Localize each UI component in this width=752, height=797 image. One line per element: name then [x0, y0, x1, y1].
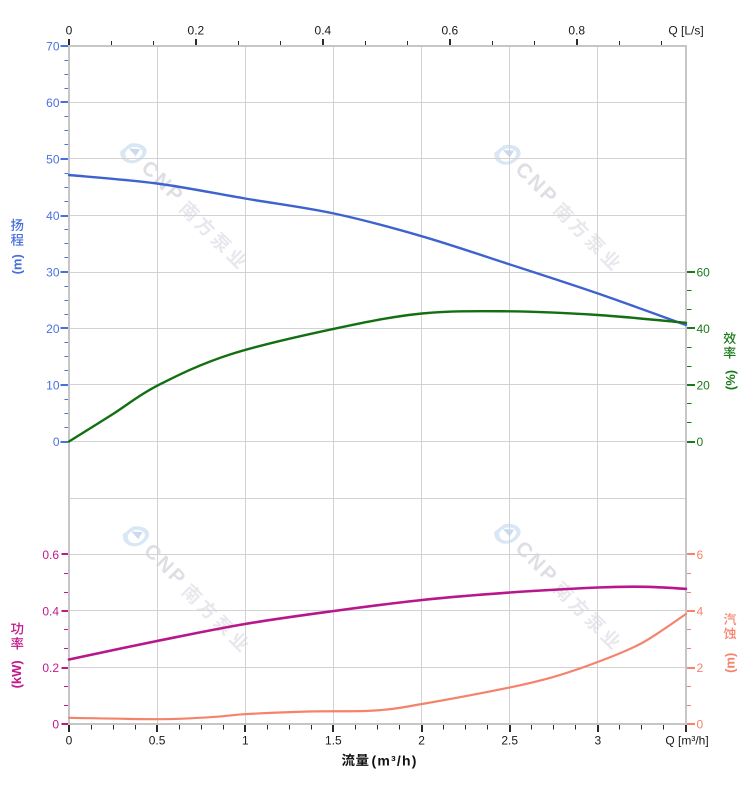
svg-text:(m): (m) — [10, 254, 25, 274]
svg-text:60: 60 — [46, 96, 60, 110]
svg-text:0: 0 — [697, 717, 704, 731]
svg-text:0.6: 0.6 — [441, 23, 458, 37]
svg-text:0.4: 0.4 — [42, 604, 59, 618]
svg-text:0.6: 0.6 — [42, 548, 59, 562]
svg-text:0.2: 0.2 — [42, 661, 59, 675]
svg-text:6: 6 — [697, 548, 704, 562]
svg-text:4: 4 — [697, 604, 704, 618]
svg-text:50: 50 — [46, 152, 60, 166]
svg-text:(m): (m) — [723, 653, 738, 673]
svg-text:3: 3 — [595, 734, 602, 748]
svg-text:(kW): (kW) — [9, 660, 24, 688]
svg-text:10: 10 — [46, 378, 60, 392]
svg-text:1: 1 — [242, 734, 249, 748]
svg-text:2.5: 2.5 — [501, 734, 518, 748]
svg-text:0: 0 — [66, 734, 73, 748]
svg-text:40: 40 — [46, 209, 60, 223]
svg-text:0.4: 0.4 — [315, 23, 332, 37]
svg-text:1.5: 1.5 — [325, 734, 342, 748]
svg-text:70: 70 — [46, 39, 60, 53]
svg-text:20: 20 — [697, 378, 711, 392]
svg-text:0.8: 0.8 — [568, 23, 585, 37]
svg-text:Q [m³/h]: Q [m³/h] — [665, 734, 708, 748]
svg-text:0: 0 — [66, 23, 73, 37]
svg-text:Q [L/s]: Q [L/s] — [668, 23, 703, 37]
svg-text:(%): (%) — [723, 370, 738, 390]
svg-text:0: 0 — [52, 717, 59, 731]
svg-text:0.2: 0.2 — [188, 23, 205, 37]
svg-text:2: 2 — [418, 734, 425, 748]
svg-text:(m³/h): (m³/h) — [372, 752, 418, 768]
svg-text:20: 20 — [46, 322, 60, 336]
svg-text:40: 40 — [697, 322, 711, 336]
svg-text:60: 60 — [697, 265, 711, 279]
svg-text:0: 0 — [53, 435, 60, 449]
svg-text:30: 30 — [46, 265, 60, 279]
svg-text:0: 0 — [697, 435, 704, 449]
svg-text:0.5: 0.5 — [149, 734, 166, 748]
svg-text:2: 2 — [697, 661, 704, 675]
